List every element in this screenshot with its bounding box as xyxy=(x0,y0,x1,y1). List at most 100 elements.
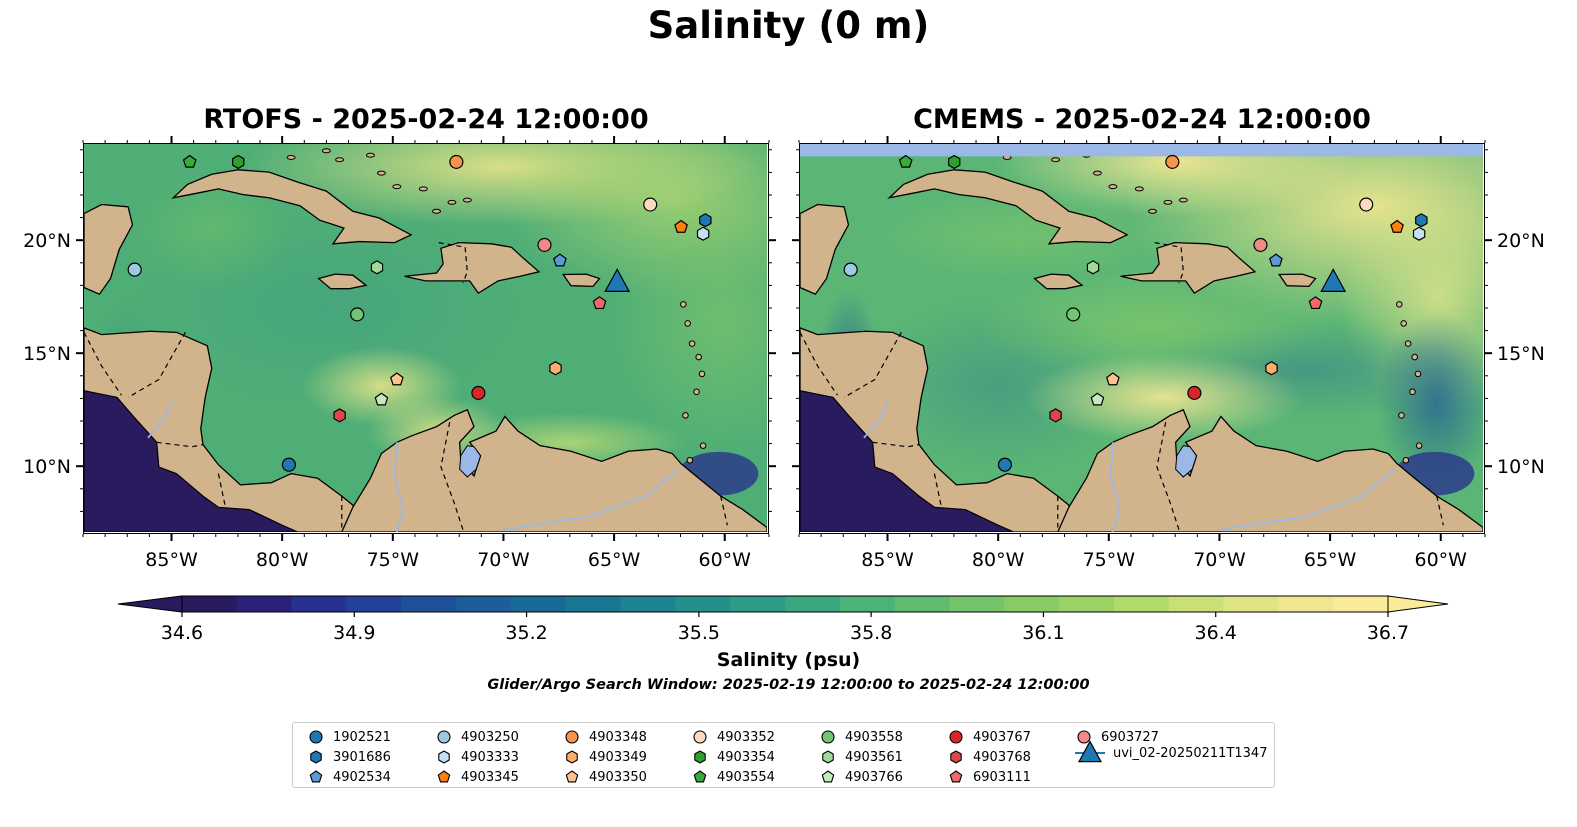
platform-marker-6903111[interactable] xyxy=(592,296,607,310)
lon-tick-label: 65°W xyxy=(588,549,641,571)
legend-item-label: 4903352 xyxy=(717,729,775,745)
legend-item-label: 4902534 xyxy=(333,769,391,785)
legend-marker-icon xyxy=(566,750,578,764)
legend-marker-icon xyxy=(821,730,835,744)
legend-marker-icon xyxy=(949,730,963,744)
legend-item-4903554: 4903554 xyxy=(691,767,775,787)
legend-marker-icon xyxy=(309,770,323,783)
legend-item-label: 4903354 xyxy=(717,749,775,765)
legend-marker-icon xyxy=(949,770,963,783)
rtofs-panel-title: RTOFS - 2025-02-24 12:00:00 xyxy=(203,104,649,135)
legend-item-label: uvi_02-20250211T1347 xyxy=(1113,745,1268,761)
legend-item-4903354: 4903354 xyxy=(691,747,775,767)
lon-tick-label: 85°W xyxy=(145,549,198,571)
lon-tick-label: 85°W xyxy=(861,549,914,571)
colorbar-tick-label: 36.7 xyxy=(1366,622,1410,644)
legend-item-uvi_02: uvi_02-20250211T1347 xyxy=(1075,740,1268,763)
platform-marker-4903354[interactable] xyxy=(948,154,961,170)
legend-item-4903350: 4903350 xyxy=(563,767,647,787)
platform-marker-4903768[interactable] xyxy=(1049,408,1062,423)
legend-marker-icon xyxy=(950,750,962,764)
legend-item-label: 4903554 xyxy=(717,769,775,785)
lon-tick-label: 80°W xyxy=(972,549,1025,571)
lon-tick-label: 60°W xyxy=(699,549,752,571)
platform-marker-uvi_02[interactable] xyxy=(1320,268,1347,292)
lon-tick-label: 75°W xyxy=(367,549,420,571)
platform-marker-4903349[interactable] xyxy=(549,361,562,376)
platform-marker-4903350[interactable] xyxy=(1106,372,1120,386)
lat-tick-label: 15°N xyxy=(23,343,71,365)
platform-marker-4903352[interactable] xyxy=(643,197,658,212)
legend-item-4903250: 4903250 xyxy=(435,727,519,747)
main-title: Salinity (0 m) xyxy=(647,4,930,47)
colorbar-tick-label: 35.8 xyxy=(849,622,893,644)
platform-marker-4903348[interactable] xyxy=(449,154,464,169)
legend-item-label: 4903333 xyxy=(461,749,519,765)
platform-marker-4903345[interactable] xyxy=(1390,219,1404,233)
platform-marker-4903250[interactable] xyxy=(843,262,858,277)
platform-marker-4903561[interactable] xyxy=(1086,260,1100,275)
platform-marker-4902534[interactable] xyxy=(553,253,567,267)
legend-item-6903111: 6903111 xyxy=(947,767,1031,787)
platform-marker-4903350[interactable] xyxy=(390,372,404,386)
legend-item-label: 4903561 xyxy=(845,749,903,765)
legend-marker-icon xyxy=(310,750,322,764)
platform-marker-3901686[interactable] xyxy=(699,213,712,228)
legend-item-4903352: 4903352 xyxy=(691,727,775,747)
lon-tick-label: 65°W xyxy=(1304,549,1357,571)
legend-marker-icon xyxy=(565,730,579,744)
legend-item-label: 4903558 xyxy=(845,729,903,745)
platform-marker-4902534[interactable] xyxy=(1269,253,1283,267)
platform-marker-4903767[interactable] xyxy=(1187,385,1202,400)
platform-marker-4903554[interactable] xyxy=(898,154,913,168)
platform-marker-4903250[interactable] xyxy=(127,262,142,277)
platform-marker-4903333[interactable] xyxy=(696,226,710,241)
legend-item-3901686: 3901686 xyxy=(307,747,391,767)
colorbar-tick-label: 36.1 xyxy=(1022,622,1065,644)
lat-tick-label: 20°N xyxy=(1497,230,1545,252)
colorbar-ticks: 34.6 34.9 35.2 35.5 35.8 36.1 36.4 36.7 xyxy=(0,622,1577,648)
legend-marker-icon xyxy=(693,730,707,744)
legend-item-label: 4903767 xyxy=(973,729,1031,745)
platform-marker-1902521[interactable] xyxy=(281,457,296,472)
legend-marker-icon xyxy=(693,770,707,783)
legend-item-label: 6903727 xyxy=(1101,729,1159,745)
legend-item-label: 4903349 xyxy=(589,749,647,765)
platform-marker-3901686[interactable] xyxy=(1415,213,1428,228)
legend-marker-icon xyxy=(565,770,579,783)
platform-marker-4903348[interactable] xyxy=(1165,154,1180,169)
platform-marker-4903558[interactable] xyxy=(1066,307,1081,322)
platform-marker-4903766[interactable] xyxy=(1090,392,1105,406)
rtofs-map[interactable] xyxy=(83,143,769,534)
platform-marker-4903349[interactable] xyxy=(1265,361,1278,376)
platform-marker-6903111[interactable] xyxy=(1308,296,1323,310)
legend-item-label: 3901686 xyxy=(333,749,391,765)
platform-marker-4903554[interactable] xyxy=(182,154,197,168)
platform-marker-6903727[interactable] xyxy=(1253,237,1268,252)
platform-marker-1902521[interactable] xyxy=(997,457,1012,472)
legend-marker-icon xyxy=(822,750,834,764)
legend-marker-icon xyxy=(694,750,706,764)
legend-item-4903768: 4903768 xyxy=(947,747,1031,767)
platform-marker-4903768[interactable] xyxy=(333,408,346,423)
lon-tick-label: 75°W xyxy=(1083,549,1136,571)
platform-marker-4903333[interactable] xyxy=(1412,226,1426,241)
salinity-colorbar xyxy=(117,595,1449,617)
platform-marker-4903558[interactable] xyxy=(350,307,365,322)
platform-marker-uvi_02[interactable] xyxy=(604,268,631,292)
cmems-map[interactable] xyxy=(799,143,1485,534)
legend-item-4903349: 4903349 xyxy=(563,747,647,767)
legend-item-4903333: 4903333 xyxy=(435,747,519,767)
platform-marker-4903767[interactable] xyxy=(471,385,486,400)
legend-item-4903767: 4903767 xyxy=(947,727,1031,747)
lat-tick-label: 15°N xyxy=(1497,343,1545,365)
platform-marker-4903766[interactable] xyxy=(374,392,389,406)
platform-marker-4903354[interactable] xyxy=(232,154,245,170)
lon-tick-label: 60°W xyxy=(1415,549,1468,571)
colorbar-label: Salinity (psu) xyxy=(716,649,861,671)
platform-marker-4903352[interactable] xyxy=(1359,197,1374,212)
platform-marker-4903561[interactable] xyxy=(370,260,384,275)
platform-marker-4903345[interactable] xyxy=(674,219,688,233)
legend-item-label: 6903111 xyxy=(973,769,1031,785)
platform-marker-6903727[interactable] xyxy=(537,237,552,252)
